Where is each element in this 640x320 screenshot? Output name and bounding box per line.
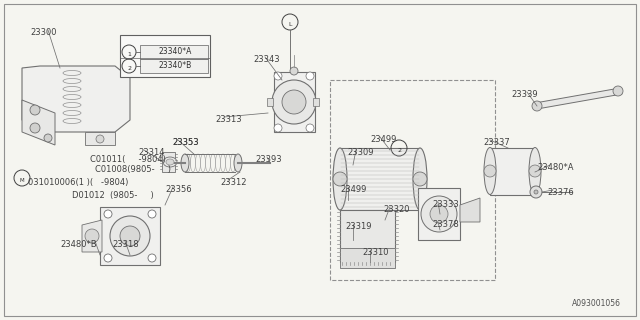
- Circle shape: [120, 226, 140, 246]
- Text: A093001056: A093001056: [572, 299, 621, 308]
- Circle shape: [290, 67, 298, 75]
- Ellipse shape: [181, 154, 189, 172]
- Polygon shape: [460, 198, 480, 222]
- Ellipse shape: [166, 159, 174, 165]
- Polygon shape: [313, 98, 319, 106]
- Text: 23480*B: 23480*B: [60, 240, 97, 249]
- Polygon shape: [340, 248, 395, 268]
- Polygon shape: [418, 188, 460, 240]
- Text: 23340*B: 23340*B: [158, 61, 191, 70]
- Text: 23356: 23356: [165, 185, 191, 194]
- Text: 1: 1: [127, 52, 131, 58]
- Text: 23378: 23378: [432, 220, 459, 229]
- Bar: [140, 45, 208, 59]
- Circle shape: [148, 254, 156, 262]
- Text: 23312: 23312: [220, 178, 246, 187]
- Text: 23343: 23343: [253, 55, 280, 64]
- Polygon shape: [274, 72, 315, 132]
- Circle shape: [30, 123, 40, 133]
- Text: 23314: 23314: [138, 148, 164, 157]
- Text: L: L: [288, 22, 292, 28]
- Circle shape: [484, 165, 496, 177]
- Text: 23340*A: 23340*A: [158, 47, 192, 57]
- Text: 23499: 23499: [340, 185, 366, 194]
- Text: 23333: 23333: [432, 200, 459, 209]
- Polygon shape: [490, 148, 535, 195]
- Bar: [140, 59, 208, 73]
- Text: 23337: 23337: [483, 138, 509, 147]
- Polygon shape: [100, 207, 160, 265]
- Ellipse shape: [234, 154, 242, 172]
- Circle shape: [333, 172, 347, 186]
- Circle shape: [534, 190, 538, 194]
- Circle shape: [530, 186, 542, 198]
- Polygon shape: [535, 88, 622, 109]
- Ellipse shape: [484, 148, 496, 195]
- Circle shape: [104, 254, 112, 262]
- Ellipse shape: [333, 148, 347, 210]
- Ellipse shape: [413, 148, 427, 210]
- Circle shape: [529, 165, 541, 177]
- Text: 2: 2: [127, 67, 131, 71]
- Polygon shape: [82, 220, 102, 252]
- Polygon shape: [267, 98, 273, 106]
- Circle shape: [148, 210, 156, 218]
- Polygon shape: [162, 152, 175, 172]
- Circle shape: [274, 72, 282, 80]
- Text: 23319: 23319: [345, 222, 371, 231]
- Text: 23353: 23353: [172, 138, 198, 147]
- Text: 23309: 23309: [347, 148, 374, 157]
- Text: 23339: 23339: [511, 90, 538, 99]
- Circle shape: [274, 124, 282, 132]
- Text: 23300: 23300: [30, 28, 56, 37]
- Bar: [120, 35, 210, 77]
- Text: 23480*A: 23480*A: [537, 163, 573, 172]
- Circle shape: [413, 172, 427, 186]
- Polygon shape: [340, 210, 395, 262]
- Circle shape: [430, 205, 448, 223]
- Text: 2: 2: [397, 148, 401, 154]
- Circle shape: [110, 216, 150, 256]
- Circle shape: [104, 210, 112, 218]
- Text: 031010006(1 )(   -9804): 031010006(1 )( -9804): [28, 178, 129, 187]
- Text: C01008(9805-     ): C01008(9805- ): [95, 165, 171, 174]
- Text: 23318: 23318: [112, 240, 139, 249]
- Circle shape: [85, 229, 99, 243]
- Circle shape: [282, 90, 306, 114]
- Circle shape: [30, 105, 40, 115]
- Text: D01012  (9805-     ): D01012 (9805- ): [72, 191, 154, 200]
- Text: 23313: 23313: [215, 115, 242, 124]
- Ellipse shape: [163, 157, 177, 167]
- Text: 23499: 23499: [370, 135, 396, 144]
- Circle shape: [272, 80, 316, 124]
- Polygon shape: [22, 100, 55, 145]
- Circle shape: [532, 101, 542, 111]
- Text: 23353: 23353: [172, 138, 198, 147]
- Circle shape: [44, 134, 52, 142]
- Circle shape: [306, 72, 314, 80]
- Text: 23310: 23310: [362, 248, 388, 257]
- Circle shape: [96, 135, 104, 143]
- Text: C01011(     -9804): C01011( -9804): [90, 155, 166, 164]
- Text: 23376: 23376: [547, 188, 573, 197]
- Circle shape: [421, 196, 457, 232]
- Polygon shape: [22, 66, 130, 132]
- Ellipse shape: [529, 148, 541, 195]
- Text: 23320: 23320: [383, 205, 410, 214]
- Polygon shape: [340, 148, 420, 210]
- Text: M: M: [20, 179, 24, 183]
- Bar: [330, 80, 495, 280]
- Circle shape: [306, 124, 314, 132]
- Text: 23393: 23393: [255, 155, 282, 164]
- Polygon shape: [85, 132, 115, 145]
- Circle shape: [613, 86, 623, 96]
